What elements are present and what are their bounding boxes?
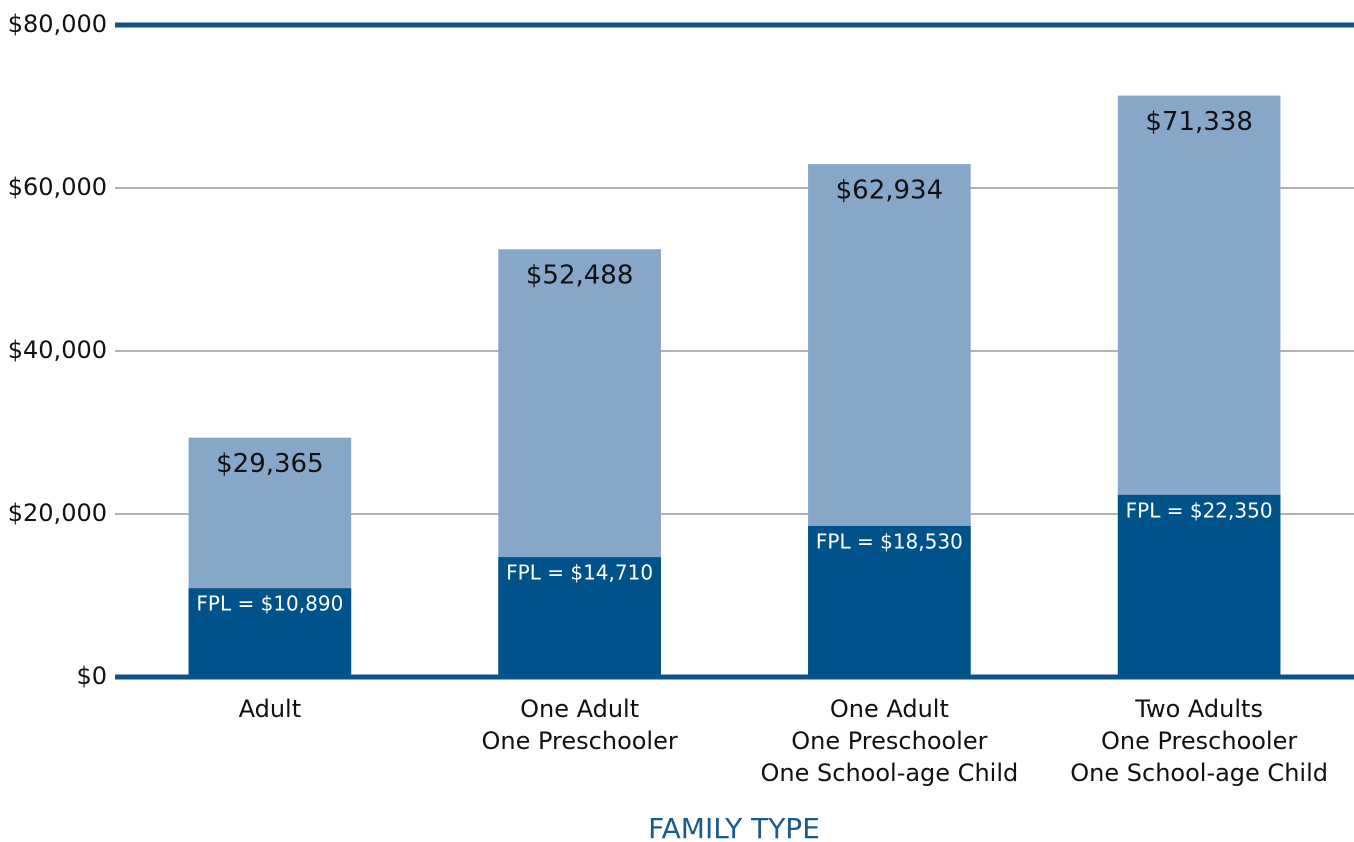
bars [188,95,1281,678]
bar [808,525,971,677]
x-tick-label-line: One Preschooler [791,727,987,755]
y-tick-label: $80,000 [8,10,107,38]
x-tick-label: Two Adults One Preschooler One School-age … [1070,695,1328,787]
y-tick-label: $60,000 [8,173,107,201]
value-label: $62,934 [836,176,944,206]
bar [188,588,352,677]
x-tick-label-line: One Adult [520,695,639,723]
y-tick-label: $40,000 [8,336,107,364]
x-tick-label-line: One Adult [830,695,949,723]
x-tick-label-line: Adult [239,695,302,723]
value-label: FPL = $18,530 [816,529,963,553]
x-axis-title: FAMILY TYPE [648,812,820,842]
value-label: FPL = $14,710 [506,561,653,585]
bar [498,557,661,677]
y-tick-label: $0 [76,662,107,690]
x-tick-label: Adult [239,695,302,723]
value-label: $71,338 [1145,107,1253,137]
x-tick-label-line: One School-age Child [761,759,1019,787]
value-label: $29,365 [216,449,324,479]
x-tick-label-line: One School-age Child [1070,759,1328,787]
x-tick-label-line: Two Adults [1134,695,1263,723]
bar [1117,494,1281,677]
value-label: FPL = $22,350 [1126,498,1273,522]
x-tick-label: One Adult One Preschooler One School-age C… [761,695,1019,787]
x-tick-label-line: One Preschooler [1101,727,1297,755]
x-tick-label: One Adult One Preschooler [482,695,678,755]
y-tick-label: $20,000 [8,499,107,527]
value-label: FPL = $10,890 [196,592,343,616]
axis-lines [115,22,1354,680]
value-label: $52,488 [526,261,634,291]
x-tick-label-line: One Preschooler [482,727,678,755]
